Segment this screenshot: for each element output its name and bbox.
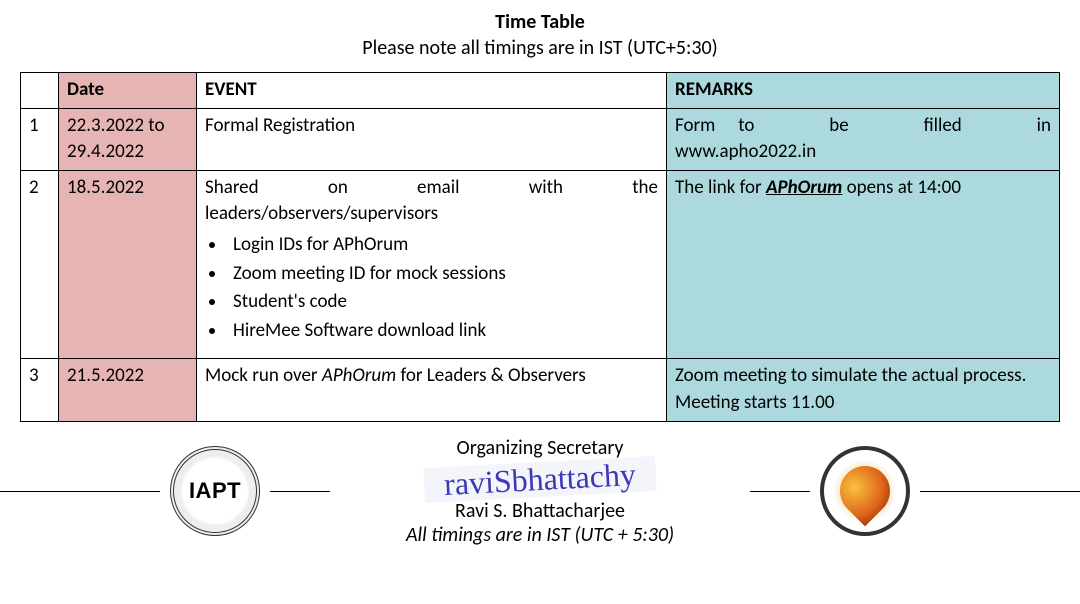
footer: IAPT Organizing Secretary raviSbhattachy… bbox=[20, 436, 1060, 547]
organizing-secretary-label: Organizing Secretary bbox=[340, 436, 740, 460]
row-date: 22.3.2022 to 29.4.2022 bbox=[59, 108, 197, 170]
row-event: Shared on email with the leaders/observe… bbox=[197, 170, 667, 359]
col-date-header: Date bbox=[59, 73, 197, 109]
page-title: Time Table bbox=[20, 10, 1060, 34]
divider bbox=[750, 491, 810, 492]
text: The link for bbox=[675, 176, 766, 199]
table-row: 2 18.5.2022 Shared on email with the lea… bbox=[21, 170, 1060, 359]
text: Form bbox=[675, 114, 715, 137]
aphorum-em: APhOrum bbox=[322, 364, 396, 387]
signature-block: Organizing Secretary raviSbhattachy Ravi… bbox=[340, 436, 740, 547]
table-header-row: Date EVENT REMARKS bbox=[21, 73, 1060, 109]
col-event-header: EVENT bbox=[197, 73, 667, 109]
list-item: Login IDs for APhOrum bbox=[227, 232, 658, 259]
row-event: Formal Registration bbox=[197, 108, 667, 170]
table-row: 1 22.3.2022 to 29.4.2022 Formal Registra… bbox=[21, 108, 1060, 170]
list-item: Zoom meeting ID for mock sessions bbox=[227, 261, 658, 288]
text: Shared on email with the bbox=[205, 175, 658, 202]
text: for Leaders & Observers bbox=[396, 364, 586, 387]
remarks-url: www.apho2022.in bbox=[675, 139, 1051, 166]
list-item: HireMee Software download link bbox=[227, 318, 658, 345]
row-num: 1 bbox=[21, 108, 59, 170]
timezone-note: All timings are in IST (UTC + 5:30) bbox=[340, 523, 740, 547]
page-subtitle: Please note all timings are in IST (UTC+… bbox=[20, 36, 1060, 60]
row-remarks: Form to be filled in www.apho2022.in bbox=[667, 108, 1060, 170]
university-logo-icon bbox=[820, 446, 910, 536]
row-remarks: The link for APhOrum opens at 14:00 bbox=[667, 170, 1060, 359]
row-remarks: Zoom meeting to simulate the actual proc… bbox=[667, 359, 1060, 421]
row-num: 3 bbox=[21, 359, 59, 421]
row-date: 21.5.2022 bbox=[59, 359, 197, 421]
col-num-header bbox=[21, 73, 59, 109]
list-item: Student's code bbox=[227, 289, 658, 316]
secretary-name: Ravi S. Bhattacharjee bbox=[340, 499, 740, 523]
divider bbox=[0, 491, 160, 492]
row-date: 18.5.2022 bbox=[59, 170, 197, 359]
aphorum-em: APhOrum bbox=[766, 176, 842, 199]
text: opens at 14:00 bbox=[842, 176, 961, 199]
col-remarks-header: REMARKS bbox=[667, 73, 1060, 109]
row-num: 2 bbox=[21, 170, 59, 359]
timetable: Date EVENT REMARKS 1 22.3.2022 to 29.4.2… bbox=[20, 72, 1060, 422]
text: Mock run over bbox=[205, 364, 322, 387]
divider bbox=[270, 491, 330, 492]
signature-image: raviSbhattachy bbox=[423, 455, 656, 502]
text: leaders/observers/supervisors bbox=[205, 201, 658, 228]
event-bullets: Login IDs for APhOrum Zoom meeting ID fo… bbox=[227, 232, 658, 344]
iapt-logo-icon: IAPT bbox=[170, 446, 260, 536]
iapt-logo-text: IAPT bbox=[189, 478, 241, 504]
text: to be filled in bbox=[738, 114, 1051, 137]
divider bbox=[920, 491, 1080, 492]
row-event: Mock run over APhOrum for Leaders & Obse… bbox=[197, 359, 667, 421]
table-row: 3 21.5.2022 Mock run over APhOrum for Le… bbox=[21, 359, 1060, 421]
